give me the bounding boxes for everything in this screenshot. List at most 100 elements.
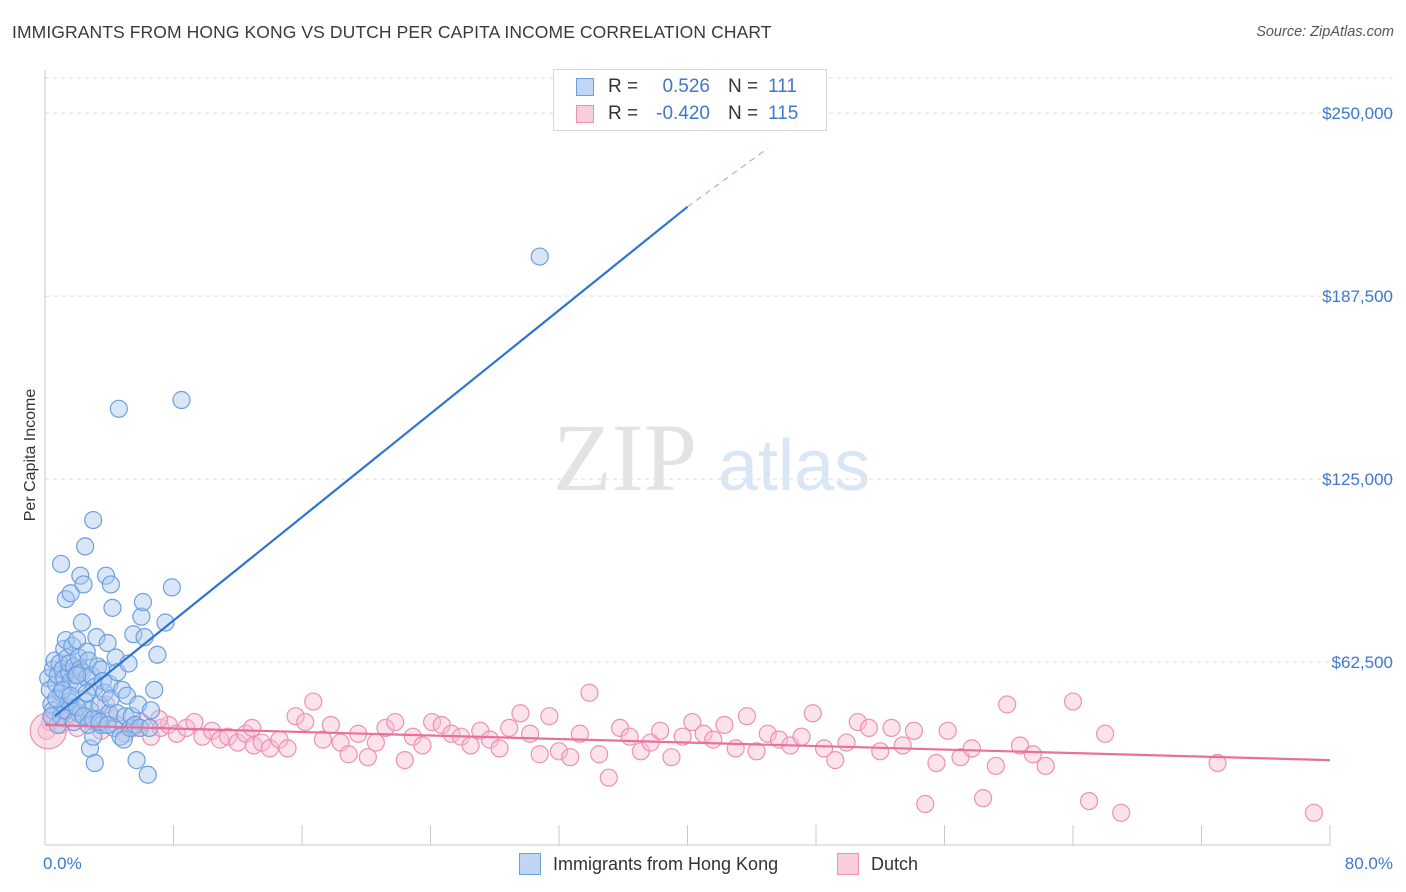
dutch-point xyxy=(570,724,589,743)
hong-kong-point xyxy=(56,589,75,609)
dutch-point xyxy=(673,727,692,746)
dutch-legend-swatch xyxy=(837,853,859,875)
dutch-point xyxy=(520,724,540,743)
dutch-point xyxy=(998,695,1017,714)
dutch-point xyxy=(962,739,981,758)
legend-label: Dutch xyxy=(871,853,919,874)
dutch-points xyxy=(29,683,1324,822)
hong-kong-point xyxy=(98,715,117,735)
hong-kong-point xyxy=(145,680,164,699)
dutch-point xyxy=(803,704,822,723)
x-tick-label: 0.0% xyxy=(43,854,82,873)
watermark-zip: ZIP xyxy=(553,404,697,511)
dutch-point xyxy=(386,712,405,732)
r-value: 0.526 xyxy=(662,76,710,97)
dutch-point xyxy=(1036,756,1055,776)
legend-row-dutch: R = -0.420 N = 115 xyxy=(554,101,798,127)
dutch-point xyxy=(927,753,946,773)
hong-kong-point xyxy=(68,666,87,685)
hong-kong-point xyxy=(162,578,181,597)
dutch-point xyxy=(1208,753,1227,773)
dutch-point xyxy=(561,748,580,767)
n-value: 111 xyxy=(768,76,797,97)
hong-kong-legend-swatch xyxy=(519,853,541,875)
hong-kong-point xyxy=(72,613,92,632)
hong-kong-point xyxy=(124,625,143,644)
dutch-point xyxy=(286,707,305,726)
dutch-point xyxy=(737,707,757,726)
correlation-legend: R = 0.526 N = 111 R = -0.420 N = 115 xyxy=(553,69,827,131)
dutch-point xyxy=(814,739,834,758)
dutch-point xyxy=(296,712,315,732)
dutch-point xyxy=(882,718,901,738)
dutch-point xyxy=(904,721,924,740)
y-tick-labels: $62,500 $125,000 $187,500 $250,000 xyxy=(1322,104,1393,672)
hong-kong-point xyxy=(114,730,133,749)
axes xyxy=(44,70,1331,846)
dutch-point xyxy=(871,742,890,761)
hong-kong-point xyxy=(84,510,103,530)
hong-kong-point xyxy=(132,607,151,626)
trend-lines xyxy=(44,147,1331,762)
dutch-point xyxy=(1079,791,1099,811)
dutch-point xyxy=(1112,803,1131,822)
legend-row-hong-kong: R = 0.526 N = 111 xyxy=(554,74,797,100)
hong-kong-point xyxy=(98,633,117,653)
dutch-point xyxy=(620,727,639,746)
r-value: -0.420 xyxy=(656,103,710,124)
dutch-point xyxy=(837,733,856,752)
dutch-point xyxy=(321,715,341,735)
hong-kong-point xyxy=(61,686,80,705)
legend-item-hong-kong[interactable]: Immigrants from Hong Kong xyxy=(519,853,778,875)
chart-title: IMMIGRANTS FROM HONG KONG VS DUTCH PER C… xyxy=(12,22,772,42)
hong-kong-point xyxy=(76,537,95,556)
n-label: N = xyxy=(728,76,759,97)
series-legend: Immigrants from Hong Kong Dutch xyxy=(0,853,1406,877)
dutch-point xyxy=(278,739,297,758)
hong-kong-point xyxy=(127,751,146,770)
dutch-point xyxy=(395,751,414,770)
hong-kong-point xyxy=(141,701,161,720)
hong-kong-point xyxy=(133,592,153,612)
hong-kong-point xyxy=(109,399,128,418)
dutch-point xyxy=(916,794,935,814)
dutch-point xyxy=(219,727,238,746)
dutch-point xyxy=(704,730,723,749)
hong-kong-point xyxy=(79,651,98,670)
y-tick-label: $187,500 xyxy=(1322,287,1393,306)
dutch-point xyxy=(339,745,358,764)
dutch-point xyxy=(651,721,670,740)
dutch-swatch xyxy=(576,105,594,123)
hong-kong-point xyxy=(88,710,108,729)
dutch-point xyxy=(758,724,777,743)
dutch-point xyxy=(530,745,549,764)
dutch-point xyxy=(662,748,681,767)
hong-kong-point xyxy=(112,680,132,699)
dutch-point xyxy=(826,751,845,770)
hong-kong-point xyxy=(77,683,96,702)
hong-kong-swatch xyxy=(576,78,594,96)
source-label: Source: ZipAtlas.com xyxy=(1256,24,1394,40)
x-tick-labels: 0.0% 80.0% xyxy=(43,854,1393,873)
dutch-point xyxy=(185,712,204,732)
r-label: R = xyxy=(608,76,639,97)
legend-item-dutch[interactable]: Dutch xyxy=(837,853,918,875)
dutch-point xyxy=(747,742,766,761)
dutch-point xyxy=(986,756,1006,776)
dutch-point xyxy=(1023,745,1042,764)
hong-kong-point xyxy=(138,765,157,784)
hong-kong-point xyxy=(101,575,120,594)
hong-kong-point xyxy=(103,598,122,617)
dutch-point xyxy=(792,727,811,746)
dutch-point xyxy=(590,745,609,764)
hong-kong-point xyxy=(42,707,61,726)
dutch-point xyxy=(376,718,395,738)
hong-kong-point xyxy=(96,566,116,585)
dutch-point xyxy=(715,715,734,735)
hong-kong-point xyxy=(51,554,71,574)
y-tick-label: $62,500 xyxy=(1332,653,1393,672)
dutch-point xyxy=(304,692,323,711)
x-tick-label: 80.0% xyxy=(1345,854,1393,873)
hong-kong-point xyxy=(530,247,549,266)
